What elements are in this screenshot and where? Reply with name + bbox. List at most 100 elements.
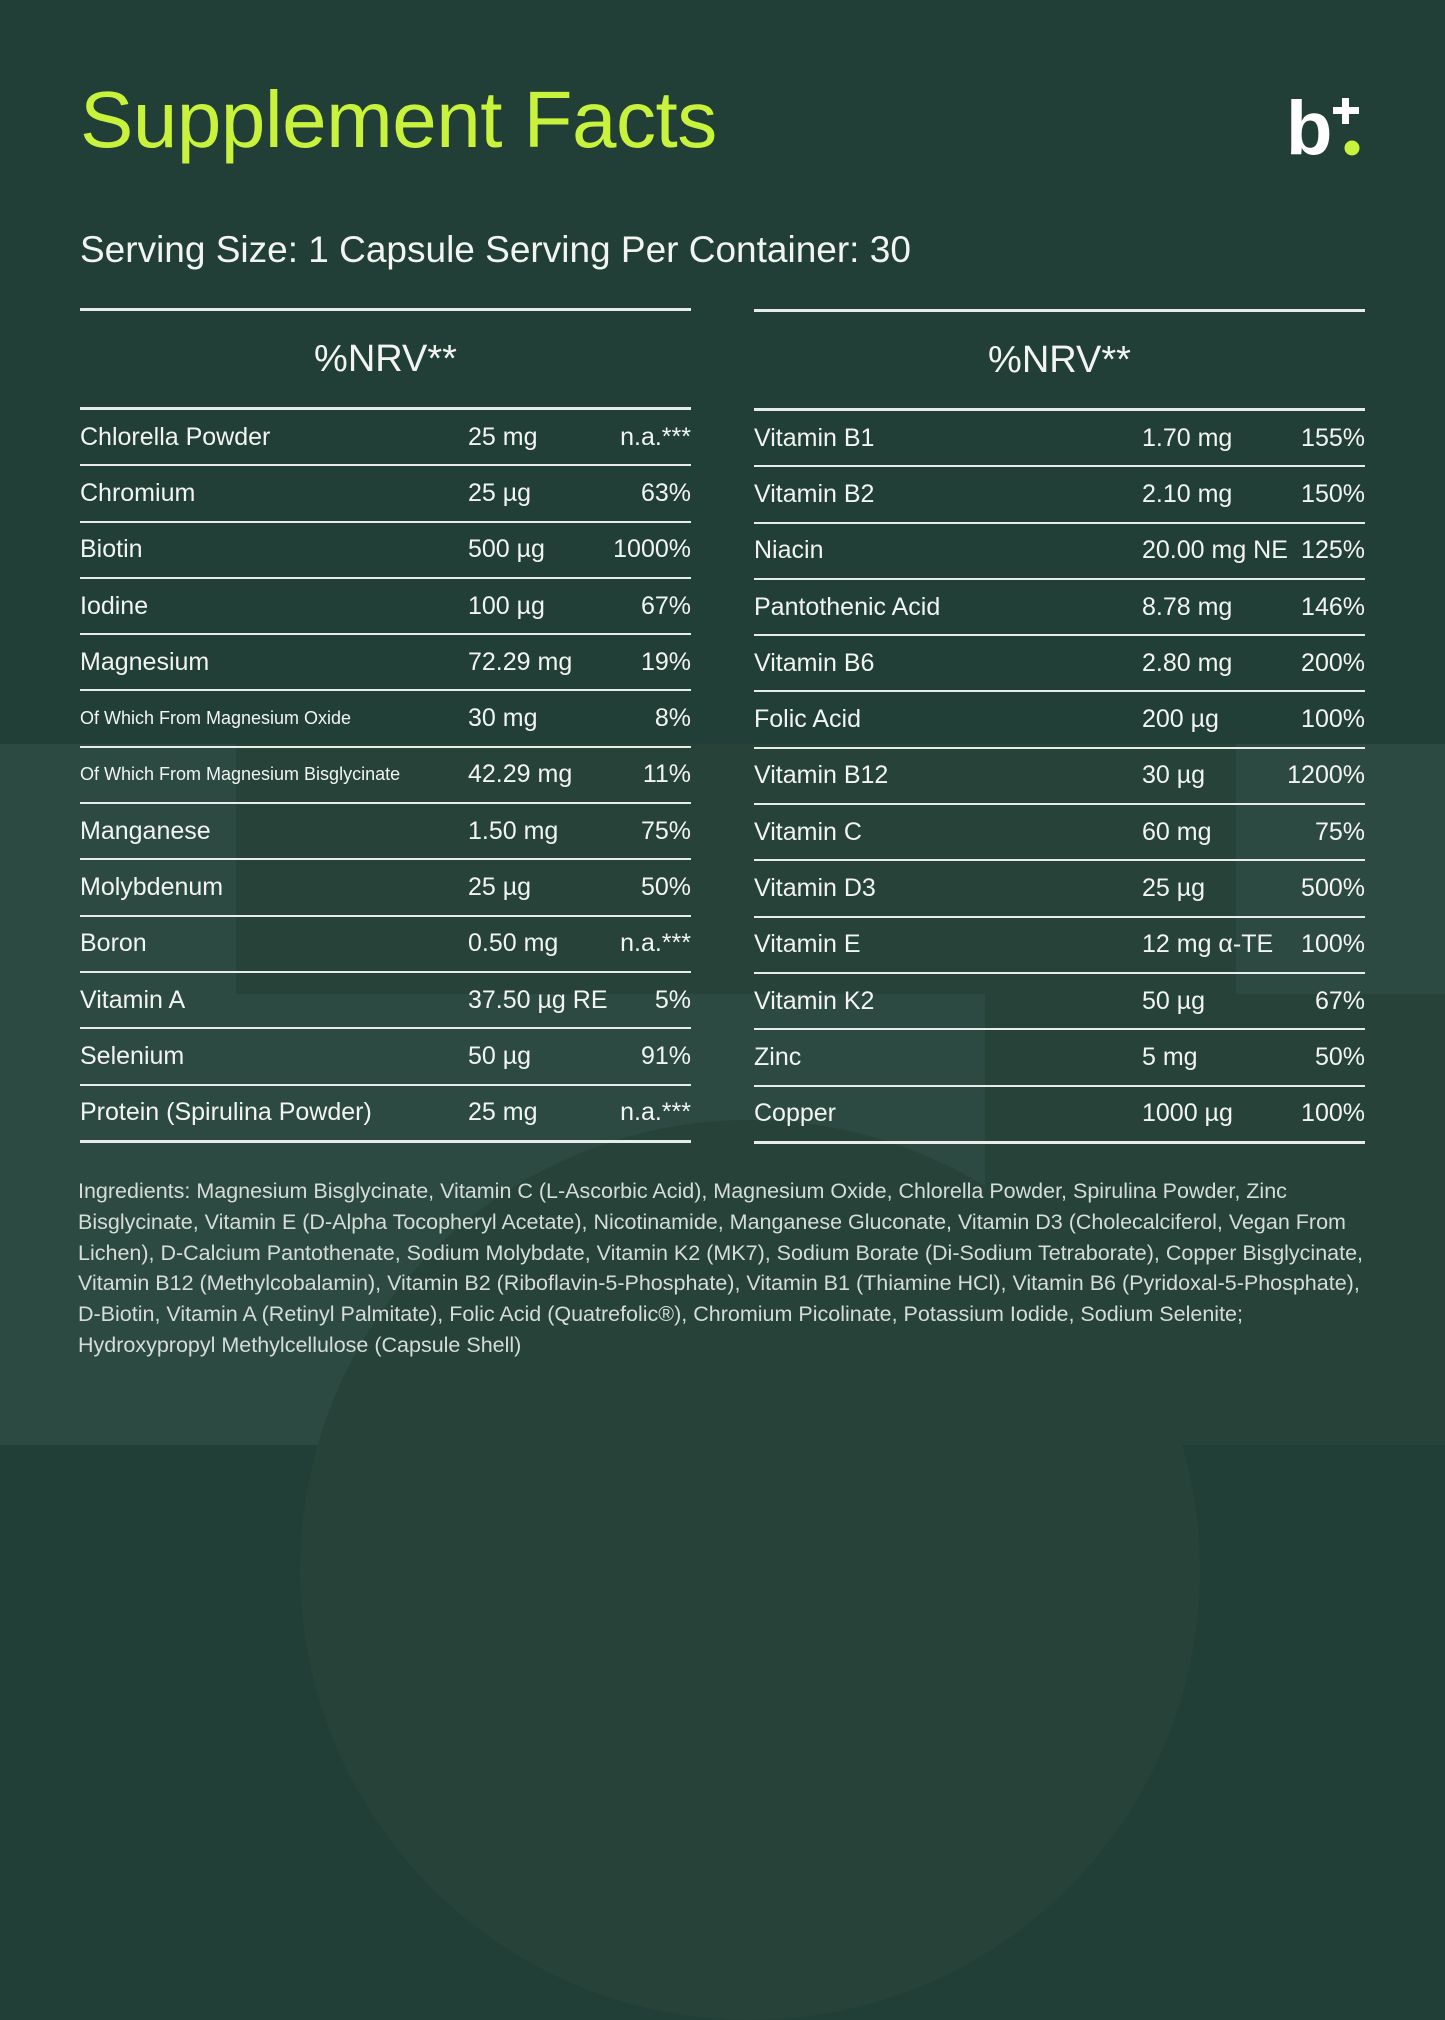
- table-row: Vitamin B12 30 µg 1200%: [754, 749, 1365, 806]
- nutrient-amount: 60 mg: [1142, 817, 1212, 846]
- table-row: Zinc 5 mg 50%: [754, 1030, 1365, 1087]
- nutrient-nrv: 19%: [640, 647, 691, 676]
- nutrient-name: Vitamin B1: [754, 423, 875, 452]
- nutrient-nrv: 100%: [1301, 705, 1365, 734]
- nutrient-amount: 2.10 mg: [1142, 479, 1233, 508]
- nutrient-amount: 25 mg: [468, 1098, 538, 1127]
- table-row: Vitamin B1 1.70 mg 155%: [754, 411, 1365, 468]
- nutrient-name: Vitamin E: [754, 930, 861, 959]
- nutrient-name: Biotin: [80, 535, 143, 564]
- table-row: Of Which From Magnesium Oxide 30 mg 8%: [80, 691, 691, 748]
- nutrient-amount: 30 mg: [468, 704, 538, 733]
- nutrient-amount: 0.50 mg: [468, 929, 559, 958]
- nutrient-name: Boron: [80, 929, 147, 958]
- nutrient-amount: 200 µg: [1142, 705, 1219, 734]
- table-row: Vitamin E 12 mg α-TE 100%: [754, 918, 1365, 974]
- table-row: Chlorella Powder 25 mg n.a.***: [80, 410, 691, 467]
- nutrient-name: Magnesium: [80, 647, 210, 676]
- nutrient-amount: 5 mg: [1142, 1042, 1198, 1071]
- table-row: Molybdenum 25 µg 50%: [80, 860, 691, 917]
- nutrient-name: Molybdenum: [80, 873, 224, 902]
- nutrient-amount: 25 µg: [468, 478, 532, 507]
- serving-info: Serving Size: 1 Capsule Serving Per Cont…: [80, 229, 911, 270]
- nutrient-nrv: 146%: [1301, 592, 1365, 621]
- nutrient-name: Of Which From Magnesium Oxide: [80, 708, 352, 729]
- nutrient-nrv: 75%: [640, 816, 691, 845]
- table-row: Folic Acid 200 µg 100%: [754, 692, 1365, 749]
- nutrient-name: Vitamin C: [754, 817, 862, 846]
- nutrient-nrv: 125%: [1301, 536, 1365, 565]
- nutrient-amount: 1.70 mg: [1142, 423, 1233, 452]
- nutrient-name: Chlorella Powder: [80, 422, 271, 451]
- nutrient-name: Pantothenic Acid: [754, 592, 941, 621]
- table-row: Pantothenic Acid 8.78 mg 146%: [754, 580, 1365, 637]
- nutrient-nrv: 67%: [1314, 986, 1365, 1015]
- nutrient-name: Vitamin A: [80, 985, 186, 1014]
- nutrient-amount: 30 µg: [1142, 761, 1206, 790]
- nutrient-nrv: 75%: [1314, 817, 1365, 846]
- nutrient-nrv: 200%: [1301, 648, 1365, 677]
- table-row: Manganese 1.50 mg 75%: [80, 804, 691, 861]
- nutrient-amount: 42.29 mg: [468, 760, 573, 789]
- table-row: Vitamin D3 25 µg 500%: [754, 861, 1365, 918]
- nutrient-name: Manganese: [80, 816, 211, 845]
- nutrient-nrv: 8%: [654, 704, 691, 733]
- brand-logo-icon: b: [1286, 92, 1360, 162]
- nutrient-name: Iodine: [80, 591, 149, 620]
- nutrient-name: Niacin: [754, 536, 824, 565]
- nutrient-name: Of Which From Magnesium Bisglycinate: [80, 764, 401, 785]
- ingredients-text: Ingredients: Magnesium Bisglycinate, Vit…: [78, 1179, 1364, 1357]
- nutrient-name: Selenium: [80, 1041, 185, 1070]
- nutrient-amount: 1.50 mg: [468, 816, 559, 845]
- nutrient-amount: 12 mg α-TE: [1142, 930, 1274, 959]
- nutrient-nrv: 100%: [1301, 1099, 1365, 1128]
- nutrient-amount: 500 µg: [468, 535, 545, 564]
- nutrient-nrv: 50%: [1314, 1042, 1365, 1071]
- nutrient-name: Vitamin D3: [754, 874, 876, 903]
- nutrient-amount: 20.00 mg NE: [1142, 536, 1288, 565]
- nutrient-nrv: 100%: [1301, 930, 1365, 959]
- nutrient-amount: 25 mg: [468, 422, 538, 451]
- nutrient-name: Zinc: [754, 1042, 802, 1071]
- nutrient-name: Vitamin B2: [754, 479, 875, 508]
- nutrient-nrv: 11%: [642, 760, 691, 789]
- table-row: Boron 0.50 mg n.a.***: [80, 917, 691, 973]
- nutrient-name: Folic Acid: [754, 705, 861, 734]
- nutrient-nrv: 91%: [640, 1041, 691, 1070]
- logo-letter: b: [1286, 92, 1332, 162]
- table-row: Chromium 25 µg 63%: [80, 466, 691, 523]
- table-row: Vitamin C 60 mg 75%: [754, 805, 1365, 862]
- nutrient-nrv: 67%: [640, 591, 691, 620]
- page-title: Supplement Facts: [80, 75, 717, 164]
- table-row: Iodine 100 µg 67%: [80, 579, 691, 636]
- nutrient-amount: 100 µg: [468, 591, 545, 620]
- table-row: Vitamin B6 2.80 mg 200%: [754, 636, 1365, 693]
- table-header: %NRV**: [80, 311, 691, 410]
- nutrient-amount: 50 µg: [468, 1041, 532, 1070]
- nutrient-nrv: 1000%: [613, 535, 691, 564]
- nutrient-nrv: 150%: [1301, 479, 1365, 508]
- nutrient-amount: 25 µg: [468, 873, 532, 902]
- nutrient-nrv: 5%: [654, 985, 691, 1014]
- nutrient-amount: 8.78 mg: [1142, 592, 1233, 621]
- nutrient-amount: 37.50 µg RE: [468, 985, 608, 1014]
- nutrient-nrv: 1200%: [1287, 761, 1365, 790]
- nutrient-nrv: n.a.***: [620, 929, 691, 958]
- table-row: Vitamin B2 2.10 mg 150%: [754, 467, 1365, 524]
- nutrient-name: Vitamin B12: [754, 761, 889, 790]
- nutrient-name: Vitamin B6: [754, 648, 875, 677]
- nutrient-table-left: %NRV** Chlorella Powder 25 mg n.a.*** Chrom…: [80, 308, 691, 1143]
- nutrient-name: Vitamin K2: [754, 986, 875, 1015]
- table-row: Vitamin A 37.50 µg RE 5%: [80, 973, 691, 1030]
- nutrient-nrv: 63%: [640, 478, 691, 507]
- nutrient-nrv: 155%: [1301, 423, 1365, 452]
- nutrient-nrv: n.a.***: [620, 422, 691, 451]
- nutrient-name: Protein (Spirulina Powder): [80, 1098, 372, 1127]
- table-row: Niacin 20.00 mg NE 125%: [754, 524, 1365, 580]
- table-row: Protein (Spirulina Powder) 25 mg n.a.***: [80, 1086, 691, 1143]
- nutrient-amount: 50 µg: [1142, 986, 1206, 1015]
- nutrient-nrv: n.a.***: [620, 1098, 691, 1127]
- table-row: Vitamin K2 50 µg 67%: [754, 974, 1365, 1031]
- nutrient-name: Copper: [754, 1099, 836, 1128]
- table-row: Of Which From Magnesium Bisglycinate 42.2…: [80, 748, 691, 805]
